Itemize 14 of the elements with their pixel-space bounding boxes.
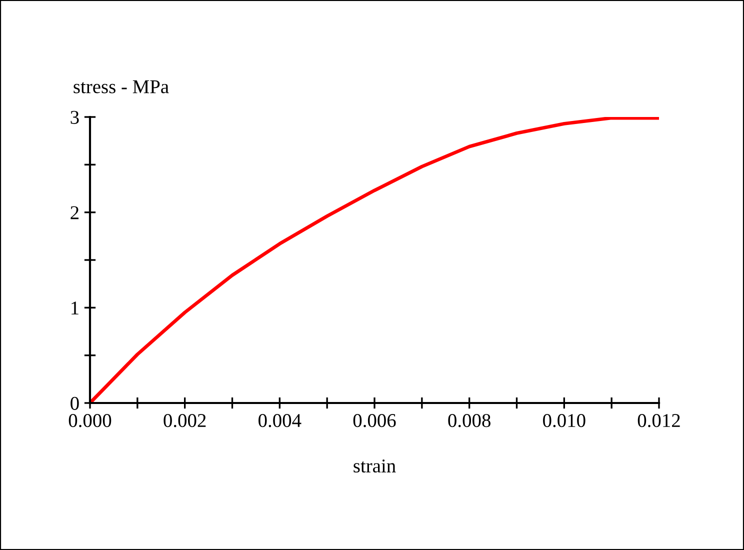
x-tick-label: 0.004	[258, 414, 302, 428]
x-tick-label: 0.000	[68, 414, 112, 428]
x-tick-label: 0.010	[543, 414, 586, 428]
x-axis-title: strain	[354, 459, 396, 473]
y-tick-label: 2	[70, 206, 79, 220]
line-series	[90, 117, 659, 403]
y-axis-title: stress - MPa	[74, 80, 169, 94]
x-tick-label: 0.002	[164, 414, 206, 428]
y-tick-label: 1	[72, 302, 78, 314]
y-tick-label: 0	[70, 396, 79, 410]
x-tick-label: 0.008	[448, 414, 490, 428]
x-tick-label: 0.012	[638, 414, 680, 428]
x-tick-label: 0.006	[353, 414, 396, 428]
y-tick-label: 3	[70, 110, 79, 124]
